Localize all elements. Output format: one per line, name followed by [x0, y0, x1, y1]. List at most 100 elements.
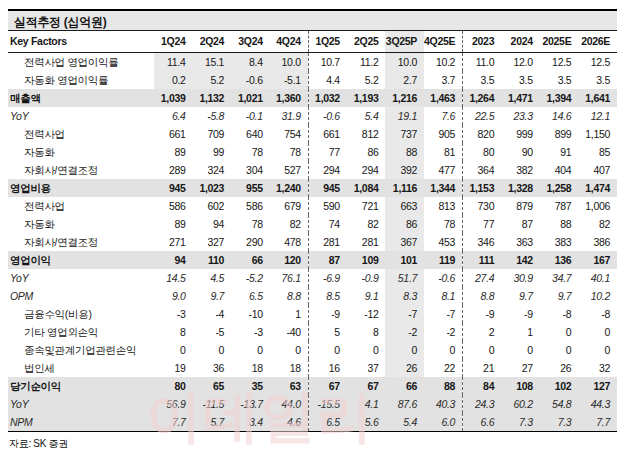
cell: 1,258: [540, 179, 579, 197]
cell: 1,264: [463, 89, 502, 107]
cell: 5.4: [385, 413, 424, 432]
cell: 102: [540, 377, 579, 395]
cell: 271: [154, 233, 193, 251]
cell: 8: [154, 323, 193, 341]
cell: 0: [385, 341, 424, 359]
cell: -8: [540, 305, 579, 323]
cell: -2: [424, 323, 463, 341]
row-label: 자회사/연결조정: [8, 233, 154, 251]
table-row: 전력사업5866025866795907216638137308797871,0…: [8, 197, 617, 215]
cell: -0.6: [308, 107, 347, 125]
cell: 7.3: [540, 413, 579, 432]
cell: 346: [463, 233, 502, 251]
cell: 281: [308, 233, 347, 251]
cell: 40.3: [424, 395, 463, 413]
cell: 1,394: [540, 89, 579, 107]
cell: 77: [308, 143, 347, 161]
cell: -0.1: [231, 107, 270, 125]
cell: 86: [385, 215, 424, 233]
cell: 4.5: [193, 269, 232, 287]
cell: 477: [424, 161, 463, 179]
cell: 76.1: [270, 269, 309, 287]
cell: 66: [231, 251, 270, 269]
cell: 0: [540, 341, 579, 359]
cell: 5.4: [347, 107, 386, 125]
cell: 12.5: [578, 53, 617, 72]
column-header-1Q25: 1Q25: [308, 31, 347, 53]
cell: -7: [424, 305, 463, 323]
cell: 327: [193, 233, 232, 251]
cell: 81: [424, 143, 463, 161]
cell: 108: [501, 377, 540, 395]
cell: 3.5: [463, 71, 502, 89]
cell: 1: [501, 323, 540, 341]
cell: 663: [385, 197, 424, 215]
cell: 453: [424, 233, 463, 251]
row-label: YoY: [8, 269, 154, 287]
cell: 167: [578, 251, 617, 269]
cell: 30.9: [501, 269, 540, 287]
cell: 905: [424, 125, 463, 143]
row-label: 자회사/연결조정: [8, 161, 154, 179]
cell: 709: [193, 125, 232, 143]
cell: 14.5: [154, 269, 193, 287]
cell: 0: [578, 323, 617, 341]
cell: 90: [501, 143, 540, 161]
cell: 1,032: [308, 89, 347, 107]
cell: 8.4: [231, 53, 270, 72]
cell: 1,360: [270, 89, 309, 107]
cell: 1,023: [193, 179, 232, 197]
cell: 16: [308, 359, 347, 377]
cell: 34.7: [540, 269, 579, 287]
cell: 78: [424, 215, 463, 233]
row-label: 법인세: [8, 359, 154, 377]
cell: 101: [385, 251, 424, 269]
column-header-4Q25E: 4Q25E: [424, 31, 463, 53]
cell: 87.6: [385, 395, 424, 413]
cell: 11.4: [154, 53, 193, 72]
cell: 383: [540, 233, 579, 251]
cell: -0.6: [424, 269, 463, 287]
cell: 7.7: [154, 413, 193, 432]
cell: 6.5: [308, 413, 347, 432]
cell: 1,474: [578, 179, 617, 197]
cell: 1,039: [154, 89, 193, 107]
cell: 36: [193, 359, 232, 377]
cell: 590: [308, 197, 347, 215]
cell: 679: [270, 197, 309, 215]
table-row: 영업비용9451,0239551,2409451,0841,1161,3441,…: [8, 179, 617, 197]
cell: 86: [347, 143, 386, 161]
cell: 10.2: [578, 287, 617, 305]
cell: 9.7: [540, 287, 579, 305]
cell: -15.5: [308, 395, 347, 413]
table-header-row: Key Factors 1Q242Q243Q244Q241Q252Q253Q25…: [8, 31, 617, 53]
cell: 879: [501, 197, 540, 215]
cell: 294: [347, 161, 386, 179]
column-header-2025E: 2025E: [540, 31, 579, 53]
table-row: 금융수익(비용)-3-4-101-9-12-7-7-9-9-8-8: [8, 305, 617, 323]
cell: 4.4: [308, 71, 347, 89]
cell: 19: [154, 359, 193, 377]
cell: 110: [193, 251, 232, 269]
cell: 820: [463, 125, 502, 143]
cell: 7.3: [501, 413, 540, 432]
cell: 19.1: [385, 107, 424, 125]
cell: 3.5: [501, 71, 540, 89]
cell: 22.5: [463, 107, 502, 125]
cell: 56.9: [154, 395, 193, 413]
cell: 1,021: [231, 89, 270, 107]
cell: 88: [540, 215, 579, 233]
row-label: OPM: [8, 287, 154, 305]
cell: 11.0: [463, 53, 502, 72]
cell: 35: [231, 377, 270, 395]
cell: 14.6: [540, 107, 579, 125]
cell: 8.5: [308, 287, 347, 305]
cell: 10.0: [270, 53, 309, 72]
cell: 87: [308, 251, 347, 269]
cell: 9.7: [193, 287, 232, 305]
cell: -5: [193, 323, 232, 341]
cell: 11.2: [347, 53, 386, 72]
cell: 363: [501, 233, 540, 251]
cell: 9.0: [154, 287, 193, 305]
row-label: 영업비용: [8, 179, 154, 197]
